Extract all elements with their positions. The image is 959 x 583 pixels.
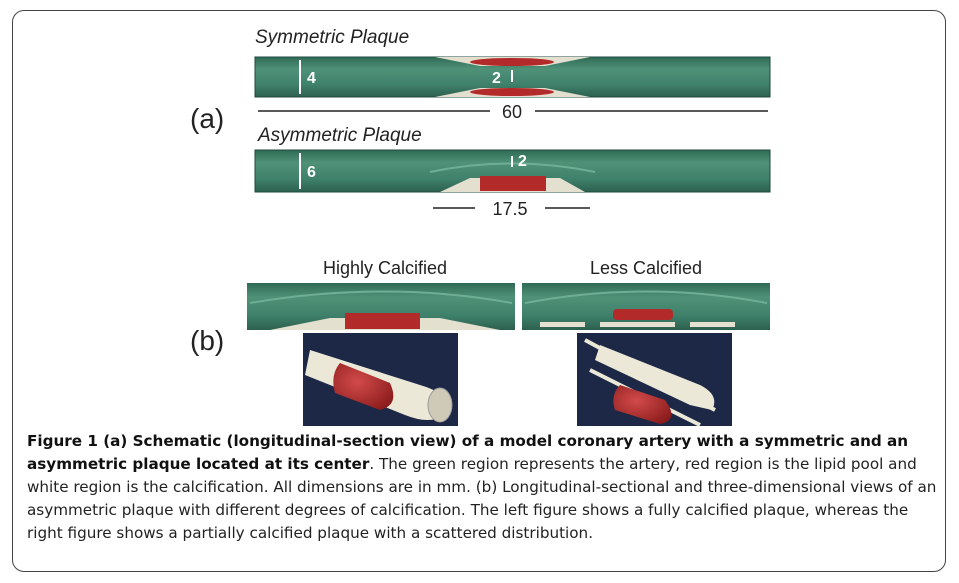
title: Less Calcified [590,258,702,278]
caption: Figure 1 (a) Schematic (longitudinal-sec… [27,430,939,545]
highly-calcified-section [247,283,515,330]
panel-label: (a) [190,103,224,134]
highly-calcified-3d [303,333,458,426]
symmetric-tube [255,57,770,97]
dimension: 2 [518,153,527,170]
page: {"panel_a": {"label": "(a)", "symmetric"… [0,0,959,583]
dimension: 4 [307,70,316,87]
dimension: 60 [502,102,522,122]
asymmetric-tube [255,150,770,192]
dimension: 6 [307,164,316,181]
title: Highly Calcified [323,258,447,278]
dimension: 2 [492,70,501,87]
less-calcified-section [522,283,770,330]
less-calcified-3d [577,333,732,426]
panel-label: (b) [190,325,224,356]
title: Asymmetric Plaque [257,125,422,146]
title: Symmetric Plaque [255,27,409,48]
dimension: 17.5 [492,199,527,219]
